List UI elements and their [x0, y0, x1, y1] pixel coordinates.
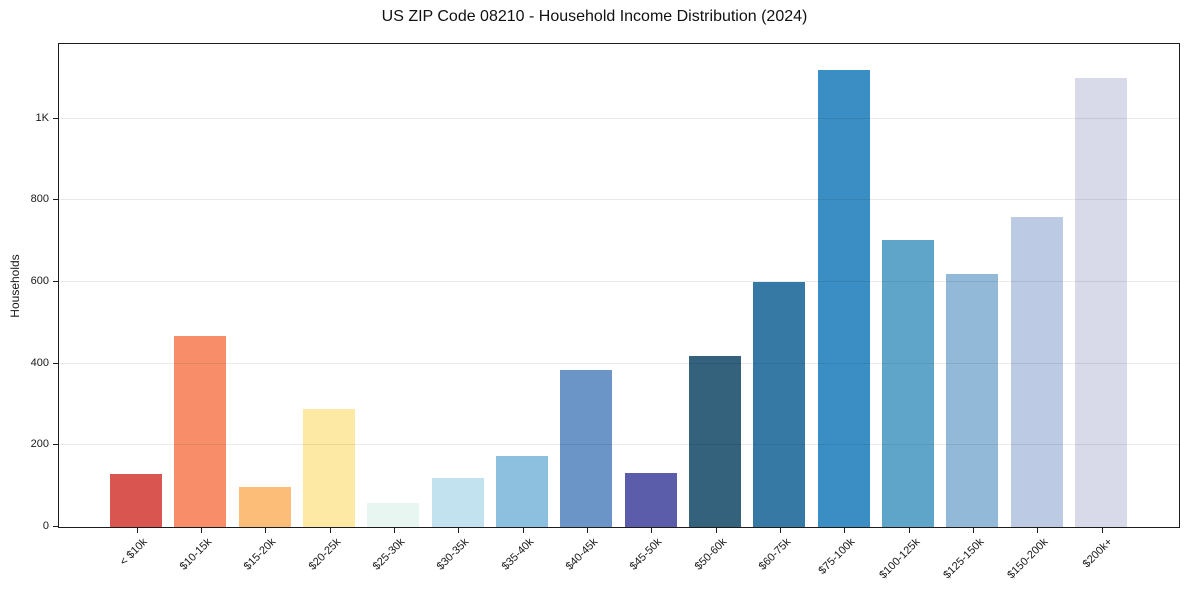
x-tick-mark [908, 528, 910, 533]
x-tick-mark [136, 528, 138, 533]
x-tick-mark [522, 528, 524, 533]
x-tick-mark [651, 528, 653, 533]
x-tick-label: $150-200k [1005, 536, 1051, 582]
y-tick-label: 1K [35, 111, 49, 124]
bar [882, 240, 934, 527]
x-tick-label: $200k+ [1080, 536, 1115, 571]
x-tick-label: $30-35k [435, 536, 472, 573]
bar [1075, 77, 1127, 527]
x-tick-label: $40-45k [563, 536, 601, 573]
x-tick-label: $35-40k [499, 536, 536, 573]
x-tick-mark [1037, 528, 1039, 533]
x-tick-label: $45-50k [628, 536, 665, 573]
y-tick-mark [53, 280, 58, 282]
bar [753, 281, 806, 527]
bar [624, 472, 677, 527]
x-tick-mark [844, 528, 846, 533]
x-tick-mark [329, 528, 331, 533]
y-tick-mark [53, 117, 58, 119]
y-tick-label: 0 [42, 520, 49, 532]
gridline [59, 117, 1179, 119]
bar [1010, 216, 1063, 527]
bar [817, 69, 870, 527]
gridline [59, 362, 1179, 364]
x-tick-label: $100-125k [876, 536, 922, 582]
x-tick-mark [393, 528, 395, 533]
x-tick-mark [200, 528, 202, 533]
x-tick-label: $15-20k [242, 536, 279, 573]
y-tick-label: 400 [30, 356, 49, 369]
x-tick-label: $60-75k [756, 536, 794, 573]
x-tick-label: $25-30k [370, 536, 408, 573]
x-tick-mark [779, 528, 781, 533]
gridline [59, 280, 1179, 282]
x-tick-label: $10-15k [177, 536, 215, 573]
x-tick-mark [586, 528, 588, 533]
y-tick-label: 600 [30, 274, 49, 287]
bar [946, 273, 999, 527]
bar [303, 409, 355, 527]
x-tick-mark [972, 528, 974, 533]
bar [689, 356, 741, 527]
bar [238, 486, 291, 527]
bar [431, 477, 484, 527]
bar [560, 369, 613, 527]
x-tick-label: < $10k [117, 536, 150, 569]
y-tick-mark [53, 362, 58, 364]
x-tick-label: $125-150k [941, 536, 987, 582]
y-tick-mark [53, 199, 58, 201]
x-tick-mark [265, 528, 267, 533]
x-tick-label: $50-60k [692, 536, 729, 573]
bar [110, 473, 162, 527]
x-tick-label: $20-25k [306, 536, 343, 573]
y-tick-mark [53, 526, 58, 527]
plot-area [58, 43, 1180, 528]
x-tick-label: $75-100k [816, 536, 858, 577]
x-tick-mark [1101, 528, 1103, 533]
y-tick-label: 200 [30, 438, 49, 451]
bar [174, 336, 227, 527]
x-tick-mark [715, 528, 717, 533]
y-tick-label: 800 [30, 193, 49, 206]
gridline [59, 444, 1179, 446]
bar [367, 502, 420, 527]
y-tick-mark [53, 444, 58, 446]
bar [496, 456, 548, 527]
chart-title: US ZIP Code 08210 - Household Income Dis… [381, 8, 808, 25]
x-tick-mark [458, 528, 460, 533]
gridline [59, 199, 1179, 201]
